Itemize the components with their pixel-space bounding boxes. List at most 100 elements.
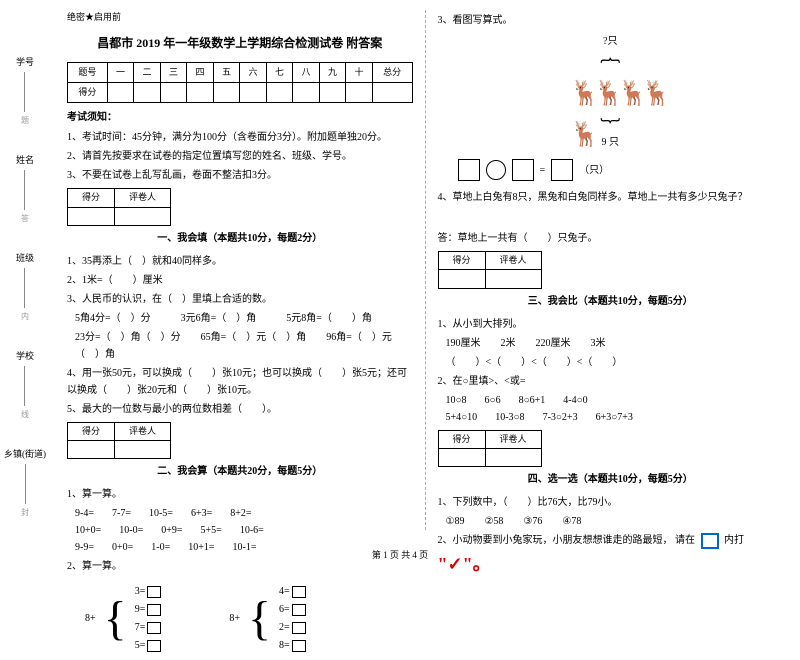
cmp: 4-4○0 — [563, 392, 587, 409]
cmp: 5+4○10 — [446, 409, 478, 426]
margin-line — [24, 366, 25, 406]
score-box: 得分评卷人 — [67, 422, 171, 460]
score-box: 得分评卷人 — [438, 251, 542, 289]
brace-group: 8+ { 4= 6= 2= 8= — [229, 583, 305, 654]
notice-h: 考试须知： — [67, 109, 413, 126]
calc: 9-4= — [75, 505, 94, 522]
bi: 9= — [135, 601, 146, 618]
th: 十 — [346, 62, 373, 82]
sb-c: 得分 — [438, 252, 485, 270]
right-column: 3、看图写算式。 ?只 ︷ 🦌🦌🦌🦌🦌 ︸ 9 只 = （只） 4、草地上白兔有… — [426, 10, 796, 530]
calc: 10+0= — [75, 522, 101, 539]
th: 五 — [213, 62, 240, 82]
q: ①89 ②58 ③76 ④78 — [438, 513, 784, 530]
calc: 10-5= — [149, 505, 173, 522]
margin-label: 乡镇(街道) — [4, 447, 46, 460]
q: 4、用一张50元，可以换成（ ）张10元；也可以换成（ ）张5元；还可以换成（ … — [67, 365, 413, 399]
calc-row: 9-4= 7-7= 10-5= 6+3= 8+2= — [67, 505, 413, 522]
s1-title: 一、我会填（本题共10分，每题2分） — [67, 230, 413, 247]
calc: 5+5= — [201, 522, 222, 539]
th: 题号 — [68, 62, 108, 82]
q: （ ）<（ ）<（ ）<（ ） — [438, 354, 784, 371]
dot-label: 封 — [20, 508, 31, 516]
secret-tag: 绝密★启用前 — [67, 10, 413, 25]
sb-c: 得分 — [438, 430, 485, 448]
th: 一 — [107, 62, 134, 82]
q: 2、算一算。 — [67, 558, 413, 575]
dot-label: 线 — [19, 410, 30, 418]
dot-label: 内 — [19, 312, 30, 320]
th: 三 — [160, 62, 187, 82]
th: 六 — [240, 62, 267, 82]
q: 5角4分=（ ）分 3元6角=（ ）角 5元8角=（ ）角 — [67, 310, 413, 327]
left-column: 绝密★启用前 昌都市 2019 年一年级数学上学期综合检测试卷 附答案 题号 一… — [55, 10, 426, 530]
score-box: 得分评卷人 — [438, 430, 542, 468]
answer-box — [147, 604, 161, 616]
deer-illustration: 🦌🦌🦌🦌🦌 — [550, 64, 670, 124]
sb-c: 评卷人 — [485, 252, 541, 270]
th: 九 — [319, 62, 346, 82]
margin-label: 班级 — [16, 251, 34, 264]
sb-c: 评卷人 — [485, 430, 541, 448]
calc: 0+9= — [161, 522, 182, 539]
th: 七 — [266, 62, 293, 82]
dot-label: 答 — [19, 214, 30, 222]
margin-label: 学校 — [16, 349, 34, 362]
th: 总分 — [372, 62, 412, 82]
s3-title: 三、我会比（本题共10分，每题5分） — [438, 293, 784, 310]
q: 1、下列数中，（ ）比76大，比79小。 — [438, 494, 784, 511]
square-box — [458, 159, 480, 181]
cmp: 10○8 — [446, 392, 467, 409]
q: 5、最大的一位数与最小的两位数相差（ ）。 — [67, 401, 413, 418]
sb-c: 评卷人 — [115, 189, 171, 207]
q: 2、1米=（ ）厘米 — [67, 272, 413, 289]
bi: 2= — [279, 619, 290, 636]
brace-down-icon: ︷ — [438, 50, 784, 60]
cmp: 10-3○8 — [495, 409, 524, 426]
notice-item: 1、考试时间：45分钟，满分为100分（含卷面分3分）。附加题单独20分。 — [67, 129, 413, 146]
margin-label: 学号 — [16, 55, 34, 68]
q: 1、算一算。 — [67, 486, 413, 503]
cmp: 6○6 — [485, 392, 501, 409]
blue-box-icon — [701, 533, 719, 549]
notice-item: 3、不要在试卷上乱写乱画，卷面不整洁扣3分。 — [67, 167, 413, 184]
square-box — [512, 159, 534, 181]
bi: 6= — [279, 601, 290, 618]
score-box: 得分评卷人 — [67, 188, 171, 226]
calc: 8+2= — [230, 505, 251, 522]
s4-title: 四、选一选（本题共10分，每题5分） — [438, 471, 784, 488]
brace-icon: { — [248, 597, 271, 640]
bi: 8= — [279, 637, 290, 654]
equation-boxes: = （只） — [458, 159, 784, 181]
cmp-row: 10○8 6○6 8○6+1 4-4○0 — [438, 392, 784, 409]
q: 答：草地上一共有（ ）只兔子。 — [438, 230, 784, 247]
q: 1、从小到大排列。 — [438, 316, 784, 333]
q2-l: 2、小动物要到小兔家玩，小朋友想想谁走的路最短， — [438, 535, 673, 546]
bi: 5= — [135, 637, 146, 654]
s2-title: 二、我会算（本题共20分，每题5分） — [67, 463, 413, 480]
dot-label: 题 — [19, 116, 30, 124]
score-table: 题号 一 二 三 四 五 六 七 八 九 十 总分 得分 — [67, 62, 413, 104]
cmp: 8○6+1 — [519, 392, 546, 409]
th: 四 — [187, 62, 214, 82]
q2-r: 请在 — [675, 535, 695, 546]
cmp: 6+3○7+3 — [596, 409, 633, 426]
sb-c: 得分 — [68, 422, 115, 440]
answer-box — [147, 622, 161, 634]
brace-icon: { — [104, 597, 127, 640]
th: 二 — [134, 62, 161, 82]
notice-item: 2、请首先按要求在试卷的指定位置填写您的姓名、班级、学号。 — [67, 148, 413, 165]
bi: 4= — [279, 583, 290, 600]
prefix: 8+ — [229, 610, 240, 627]
prefix: 8+ — [85, 610, 96, 627]
calc: 10-6= — [240, 522, 264, 539]
q: 3、看图写算式。 — [438, 12, 784, 29]
margin-line — [24, 170, 25, 210]
cmp-row: 5+4○10 10-3○8 7-3○2+3 6+3○7+3 — [438, 409, 784, 426]
q: 1、35再添上（ ）就和40同样多。 — [67, 253, 413, 270]
bi: 3= — [135, 583, 146, 600]
answer-box — [147, 586, 161, 598]
q2-e: 内打 — [724, 535, 744, 546]
q: 23分=（ ）角（ ）分 65角=（ ）元（ ）角 96角=（ ）元（ ）角 — [67, 329, 413, 363]
q: 3、人民币的认识，在（ ）里填上合适的数。 — [67, 291, 413, 308]
